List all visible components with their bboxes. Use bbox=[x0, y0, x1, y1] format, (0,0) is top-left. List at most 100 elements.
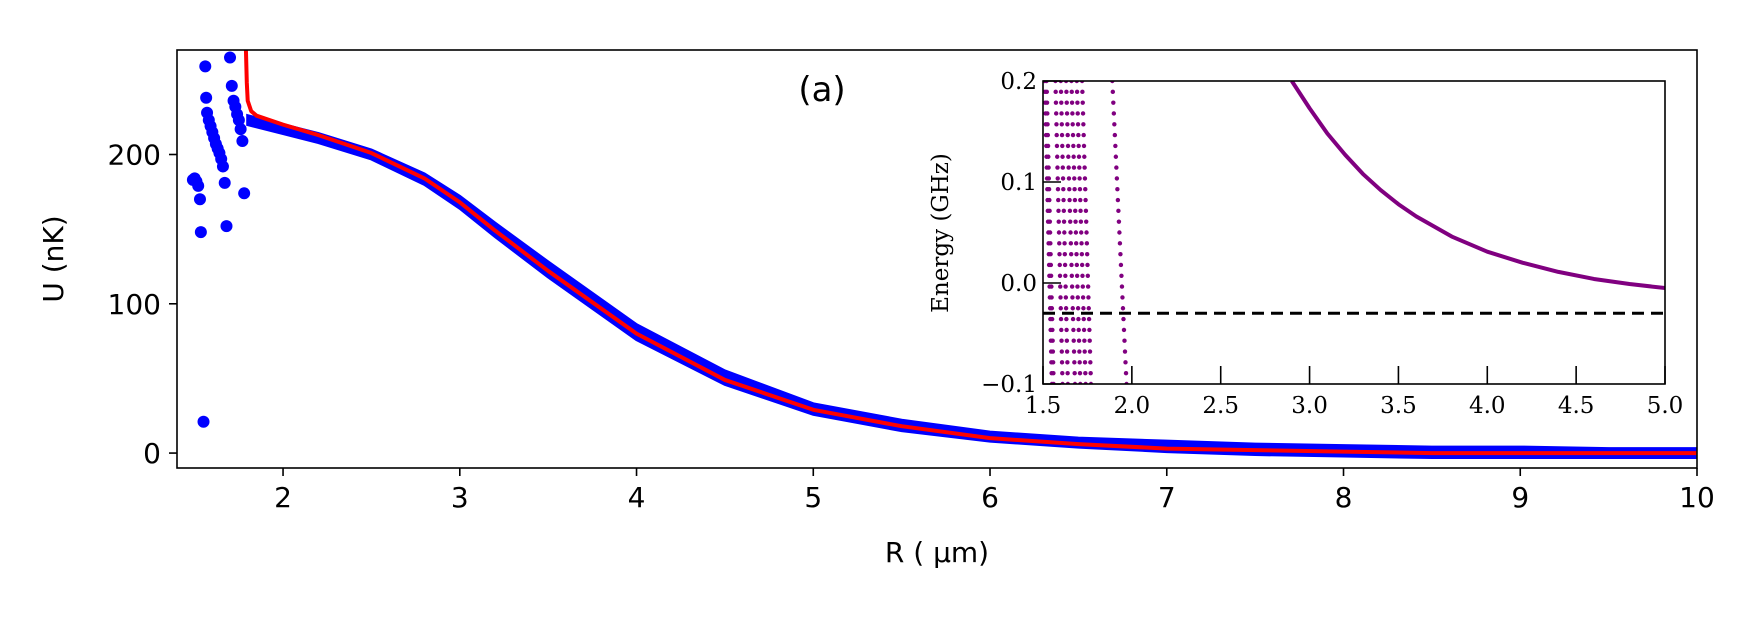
inset-state-dot bbox=[1078, 208, 1083, 214]
blue-point bbox=[220, 220, 233, 233]
inset-state-dot bbox=[1064, 89, 1069, 95]
inset-state-dot bbox=[1069, 284, 1075, 289]
inset-x-tick-label: 2.5 bbox=[1202, 393, 1239, 419]
inset-state-dot bbox=[1070, 295, 1075, 300]
inset-state-dot bbox=[1056, 197, 1061, 203]
inset-state-dot bbox=[1063, 273, 1068, 278]
inset-state-dot bbox=[1081, 122, 1086, 127]
inset-state-dot bbox=[1115, 187, 1120, 192]
inset-state-dot bbox=[1066, 176, 1072, 181]
inset-state-dot bbox=[1046, 176, 1052, 181]
inset-state-dot bbox=[1060, 143, 1065, 149]
inset-state-dot bbox=[1073, 230, 1079, 235]
inset-state-dot bbox=[1067, 197, 1072, 203]
inset-state-dot bbox=[1063, 306, 1069, 311]
inset-state-dot bbox=[1069, 273, 1075, 278]
inset-x-axis: 1.5 2.0 2.5 3.0 3.5 4.0 4.5 5.0 bbox=[1025, 366, 1683, 419]
inset-state-dot bbox=[1077, 187, 1083, 192]
main-x-tick-label: 3 bbox=[451, 481, 469, 514]
inset-state-dot bbox=[1071, 154, 1076, 159]
inset-state-dot bbox=[1069, 262, 1074, 268]
purple-curve bbox=[1290, 81, 1665, 291]
inset-state-dot bbox=[1074, 273, 1080, 278]
inset-state-dot bbox=[1057, 273, 1063, 278]
inset-state-dot bbox=[1081, 143, 1087, 149]
inset-state-dot bbox=[1060, 165, 1066, 170]
inset-state-dot bbox=[1082, 176, 1088, 181]
inset-state-dot bbox=[1061, 197, 1066, 203]
inset-state-dot bbox=[1055, 176, 1060, 181]
inset-state-dot bbox=[1057, 262, 1062, 268]
main-axes-frame bbox=[176, 49, 1698, 469]
inset-state-dot bbox=[1081, 132, 1086, 138]
inset-state-dot bbox=[1118, 262, 1124, 268]
inset-state-dot bbox=[1076, 154, 1082, 159]
inset-state-dot bbox=[1083, 197, 1088, 203]
inset-state-dot bbox=[1055, 154, 1060, 159]
inset-state-dot bbox=[1087, 349, 1093, 354]
inset-state-dot bbox=[1057, 241, 1062, 246]
inset-state-dot bbox=[1070, 111, 1075, 116]
inset-state-dot bbox=[1078, 197, 1083, 203]
inset-state-dot bbox=[1075, 100, 1080, 105]
inset-background bbox=[1043, 81, 1665, 384]
inset-state-dot bbox=[1083, 208, 1089, 214]
inset-state-dot bbox=[1046, 165, 1051, 170]
inset-state-dot bbox=[1062, 262, 1068, 268]
inset-state-dot bbox=[1080, 111, 1086, 116]
inset-state-dot bbox=[1053, 100, 1059, 105]
inset-state-dot bbox=[1064, 349, 1070, 354]
blue-point bbox=[193, 193, 206, 206]
inset-state-dot bbox=[1088, 370, 1093, 376]
inset-state-dot bbox=[1074, 262, 1080, 268]
inset-state-dot bbox=[1123, 370, 1129, 376]
inset-state-dot bbox=[1044, 89, 1050, 95]
inset-state-dot bbox=[1047, 219, 1053, 224]
inset-axes-frame bbox=[1042, 80, 1666, 385]
inset-state-dot bbox=[1074, 251, 1079, 257]
inset-state-dot bbox=[1064, 316, 1069, 322]
inset-state-dot bbox=[1055, 187, 1061, 192]
inset-state-dot bbox=[1113, 154, 1119, 159]
main-x-tick-label: 5 bbox=[804, 481, 822, 514]
inset-state-dot bbox=[1049, 306, 1055, 311]
inset-state-dot bbox=[1072, 360, 1077, 365]
inset-state-dot bbox=[1050, 349, 1056, 354]
inset-state-dot bbox=[1078, 219, 1084, 224]
inset-state-dot bbox=[1048, 273, 1054, 278]
main-x-axis: 2 3 4 5 6 7 8 9 10 bbox=[274, 468, 1715, 514]
inset-state-dot bbox=[1076, 327, 1081, 333]
inset-state-dot bbox=[1077, 360, 1082, 365]
inset-state-dot bbox=[1073, 208, 1078, 214]
inset-state-dot bbox=[1054, 132, 1059, 138]
inset-state-dot bbox=[1060, 176, 1066, 181]
inset-state-dot bbox=[1067, 187, 1072, 192]
inset-state-dot bbox=[1088, 360, 1093, 365]
inset-state-dot bbox=[1058, 89, 1064, 95]
main-x-tick-label: 10 bbox=[1679, 481, 1715, 514]
inset-state-dot bbox=[1053, 89, 1058, 95]
inset-x-tick-label: 2.0 bbox=[1114, 393, 1151, 419]
inset-state-dot bbox=[1084, 230, 1089, 235]
inset-state-dot bbox=[1071, 143, 1076, 149]
inset-state-dot bbox=[1076, 338, 1082, 343]
inset-state-dot bbox=[1064, 338, 1070, 343]
inset-state-dot bbox=[1112, 122, 1117, 127]
inset-y-axis-label: Energy (GHz) bbox=[928, 153, 954, 313]
inset-state-dot bbox=[1065, 143, 1071, 149]
inset-state-dot bbox=[1085, 284, 1091, 289]
inset-state-dot bbox=[1071, 338, 1076, 343]
inset-state-dot bbox=[1068, 230, 1073, 235]
blue-point bbox=[200, 91, 213, 104]
inset-state-dot bbox=[1082, 360, 1088, 365]
blue-point bbox=[225, 79, 238, 92]
inset-state-dot bbox=[1120, 295, 1125, 300]
inset-state-dot bbox=[1119, 273, 1124, 278]
inset-state-dot bbox=[1085, 273, 1091, 278]
inset-state-dot bbox=[1082, 349, 1087, 354]
blue-point bbox=[236, 135, 249, 148]
inset-state-dot bbox=[1059, 111, 1064, 116]
inset-state-dot bbox=[1112, 132, 1118, 138]
inset-state-dot bbox=[1111, 100, 1116, 105]
main-x-tick-label: 4 bbox=[628, 481, 646, 514]
